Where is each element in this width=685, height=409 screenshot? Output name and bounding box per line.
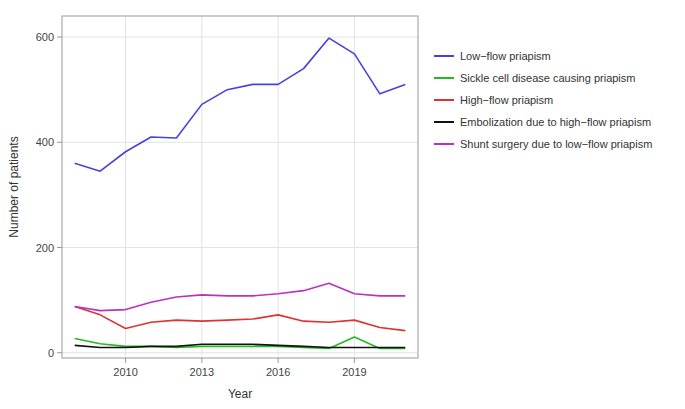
tick-label-x: 2013 bbox=[190, 366, 214, 378]
grid bbox=[62, 16, 418, 358]
tick-y bbox=[57, 247, 62, 248]
legend-label: Shunt surgery due to low−flow priapism bbox=[460, 138, 652, 150]
legend-label: Embolization due to high−flow priapism bbox=[460, 116, 651, 128]
legend-swatch bbox=[434, 121, 454, 123]
legend-label: High−flow priapism bbox=[460, 94, 553, 106]
grid-line-y bbox=[62, 352, 418, 353]
grid-line-x bbox=[278, 16, 279, 358]
chart: 0 200 400 600 2010 2013 2016 2019 Year Number of … bbox=[0, 0, 685, 409]
tick-label-x: 2010 bbox=[113, 366, 137, 378]
grid-line-x bbox=[354, 16, 355, 358]
tick-y bbox=[57, 142, 62, 143]
tick-y bbox=[57, 352, 62, 353]
tick-x bbox=[125, 358, 126, 363]
series-lines bbox=[75, 38, 406, 348]
legend-label: Low−flow priapism bbox=[460, 50, 551, 62]
tick-x bbox=[354, 358, 355, 363]
grid-line-x bbox=[125, 16, 126, 358]
series-line bbox=[75, 337, 406, 349]
series-line bbox=[75, 38, 406, 171]
tick-label-y: 0 bbox=[48, 347, 54, 359]
tick-label-y: 400 bbox=[36, 136, 54, 148]
tick-y bbox=[57, 37, 62, 38]
plot-area bbox=[62, 16, 418, 358]
tick-label-y: 600 bbox=[36, 31, 54, 43]
y-axis-label: Number of patients bbox=[7, 136, 21, 237]
series-line bbox=[75, 344, 406, 347]
legend-swatch bbox=[434, 99, 454, 101]
tick-x bbox=[278, 358, 279, 363]
legend: Low−flow priapism Sickle cell disease cau… bbox=[434, 50, 652, 150]
legend-swatch bbox=[434, 55, 454, 57]
plot-frame bbox=[62, 16, 418, 358]
tick-label-x: 2016 bbox=[266, 366, 290, 378]
x-axis-label: Year bbox=[228, 387, 252, 401]
tick-label-x: 2019 bbox=[342, 366, 366, 378]
grid-line-x bbox=[201, 16, 202, 358]
legend-label: Sickle cell disease causing priapism bbox=[460, 72, 635, 84]
tick-label-y: 200 bbox=[36, 242, 54, 254]
series-line bbox=[75, 283, 406, 310]
grid-line-y bbox=[62, 247, 418, 248]
legend-swatch bbox=[434, 143, 454, 145]
grid-line-y bbox=[62, 37, 418, 38]
legend-swatch bbox=[434, 77, 454, 79]
tick-x bbox=[201, 358, 202, 363]
grid-line-y bbox=[62, 142, 418, 143]
